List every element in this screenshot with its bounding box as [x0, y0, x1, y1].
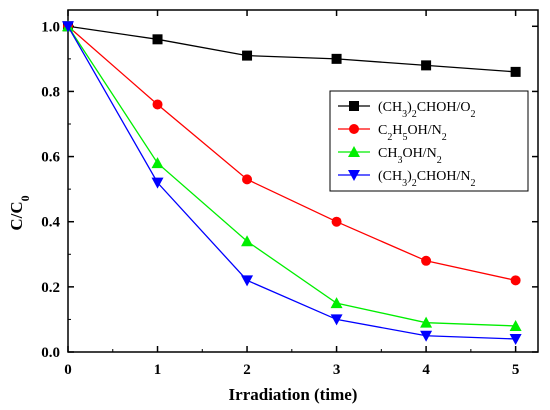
- legend-label: C2H5OH/N2: [378, 123, 447, 143]
- legend-label-text: OH/N: [407, 123, 441, 138]
- legend-label-subscript: 2: [412, 109, 417, 120]
- plot-frame: [67, 9, 539, 353]
- y-tick-label: 0.2: [41, 280, 60, 296]
- data-point: [330, 297, 343, 309]
- legend: (CH3)2CHOH/O2C2H5OH/N2CH3OH/N2(CH3)2CHOH…: [329, 90, 529, 192]
- legend-label-text: (CH: [378, 100, 402, 115]
- data-point: [242, 174, 253, 185]
- x-tick-label: 2: [243, 362, 251, 378]
- legend-item: (CH3)2CHOH/N2: [338, 169, 475, 189]
- legend-label-text: C: [378, 123, 387, 138]
- y-axis-ticks: 0.0 0.2 0.4 0.6 0.8 1.0: [41, 19, 538, 361]
- data-point: [151, 177, 164, 189]
- legend-label-text: ): [407, 169, 412, 184]
- x-tick-label: 5: [512, 362, 520, 378]
- legend-label: CH3OH/N2: [378, 146, 442, 166]
- series-4: [62, 21, 522, 345]
- legend-marker: [349, 101, 359, 111]
- legend-box: [329, 90, 529, 192]
- x-tick-label: 3: [333, 362, 341, 378]
- data-point: [330, 314, 343, 326]
- data-point: [509, 333, 522, 345]
- x-tick-label: 1: [154, 362, 162, 378]
- data-point: [241, 275, 254, 287]
- y-tick-label: 0.6: [41, 150, 60, 166]
- legend-label: (CH3)2CHOH/N2: [378, 169, 475, 189]
- data-point: [242, 50, 253, 61]
- plot-area-border: [67, 9, 539, 353]
- series-line: [67, 25, 516, 340]
- y-tick-label: 0.8: [41, 84, 60, 100]
- y-tick-label: 0.4: [41, 215, 60, 231]
- legend-label-subscript: 2: [437, 155, 442, 166]
- data-point: [509, 319, 522, 331]
- legend-label-subscript: 2: [470, 109, 475, 120]
- legend-label: (CH3)2CHOH/O2: [378, 100, 475, 120]
- legend-item: CH3OH/N2: [338, 146, 442, 166]
- data-point: [510, 66, 521, 77]
- legend-label-subscript: 2: [387, 132, 392, 143]
- x-tick-label: 4: [422, 362, 430, 378]
- legend-label-text: ): [407, 100, 412, 115]
- y-axis-title-main: C/C: [7, 201, 26, 230]
- data-point: [420, 330, 433, 342]
- legend-item: C2H5OH/N2: [338, 123, 447, 143]
- legend-label-subscript: 5: [402, 132, 407, 143]
- legend-label-text: CHOH/O: [417, 100, 471, 115]
- y-axis-title: C/C0: [7, 195, 32, 230]
- y-axis-title-group: C/C0: [7, 195, 32, 230]
- series-1: [63, 21, 521, 77]
- series-line: [67, 25, 516, 73]
- legend-label-subscript: 2: [470, 178, 475, 189]
- y-tick-label: 1.0: [41, 19, 60, 35]
- legend-marker: [348, 170, 360, 181]
- y-axis-title-subscript: 0: [18, 195, 32, 201]
- legend-label-text: (CH: [378, 169, 402, 184]
- legend-label-text: H: [392, 123, 402, 138]
- data-point: [241, 235, 254, 247]
- data-series: [62, 20, 522, 345]
- data-point: [421, 60, 432, 71]
- y-tick-label: 0.0: [41, 345, 60, 361]
- legend-label-text: CHOH/N: [417, 169, 471, 184]
- legend-label-subscript: 2: [442, 132, 447, 143]
- data-point: [62, 21, 74, 33]
- legend-label-text: CH: [378, 146, 397, 161]
- legend-label-subscript: 3: [397, 155, 402, 166]
- x-tick-label: 0: [64, 362, 72, 378]
- legend-label-text: OH/N: [402, 146, 436, 161]
- legend-marker: [349, 124, 359, 134]
- series-line: [67, 25, 516, 281]
- data-point: [331, 216, 342, 227]
- x-axis-title: Irradiation (time): [229, 385, 358, 404]
- data-point: [151, 157, 164, 169]
- data-point: [420, 316, 433, 328]
- data-point: [331, 53, 342, 64]
- legend-label-subscript: 2: [412, 178, 417, 189]
- legend-marker: [348, 146, 360, 157]
- data-point: [152, 99, 163, 110]
- data-point: [510, 275, 521, 286]
- legend-label-subscript: 3: [402, 109, 407, 120]
- data-point: [152, 34, 163, 45]
- series-line: [67, 25, 516, 327]
- legend-label-subscript: 3: [402, 178, 407, 189]
- data-point: [421, 255, 432, 266]
- legend-item: (CH3)2CHOH/O2: [338, 100, 475, 120]
